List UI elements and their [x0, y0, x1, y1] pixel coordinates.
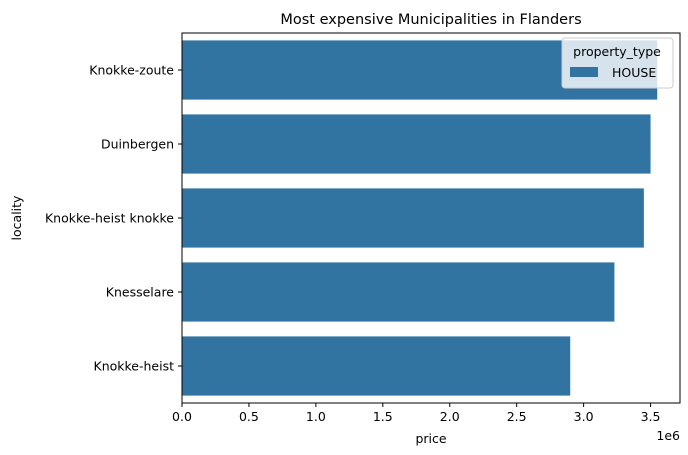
chart-title: Most expensive Municipalities in Flander… [280, 12, 581, 28]
legend-entry-house: HOUSE [612, 65, 656, 80]
legend: property_type HOUSE [561, 37, 674, 89]
x-tick-label: 2.5 [507, 409, 527, 424]
bar-knokke-heist-knokke [182, 188, 644, 248]
x-tick-label: 0.5 [239, 409, 259, 424]
y-tick-label: Knesselare [106, 285, 175, 300]
y-tick-label: Knokke-heist [94, 359, 175, 374]
bar-knesselare [182, 262, 615, 322]
x-tick-label: 1.5 [373, 409, 393, 424]
y-axis-label: locality [9, 195, 24, 241]
x-tick-label: 3.5 [641, 409, 661, 424]
x-axis-label: price [415, 431, 446, 446]
legend-title: property_type [573, 44, 661, 59]
x-tick-label: 3.0 [574, 409, 594, 424]
legend-swatch-house [570, 67, 598, 77]
y-tick-label: Knokke-zoute [89, 63, 174, 78]
bars-group [182, 40, 658, 396]
x-axis-offset-label: 1e6 [656, 428, 680, 443]
y-tick-label: Duinbergen [101, 137, 174, 152]
y-tick-label: Knokke-heist knokke [45, 211, 174, 226]
x-tick-label: 2.0 [440, 409, 460, 424]
y-ticks: Knokke-zoute Duinbergen Knokke-heist knokk… [45, 63, 182, 374]
bar-duinbergen [182, 114, 651, 174]
bar-knokke-heist [182, 336, 571, 396]
x-tick-label: 1.0 [306, 409, 326, 424]
x-tick-label: 0.0 [172, 409, 192, 424]
x-ticks: 0.0 0.5 1.0 1.5 2.0 2.5 3.0 3.5 [172, 403, 660, 424]
